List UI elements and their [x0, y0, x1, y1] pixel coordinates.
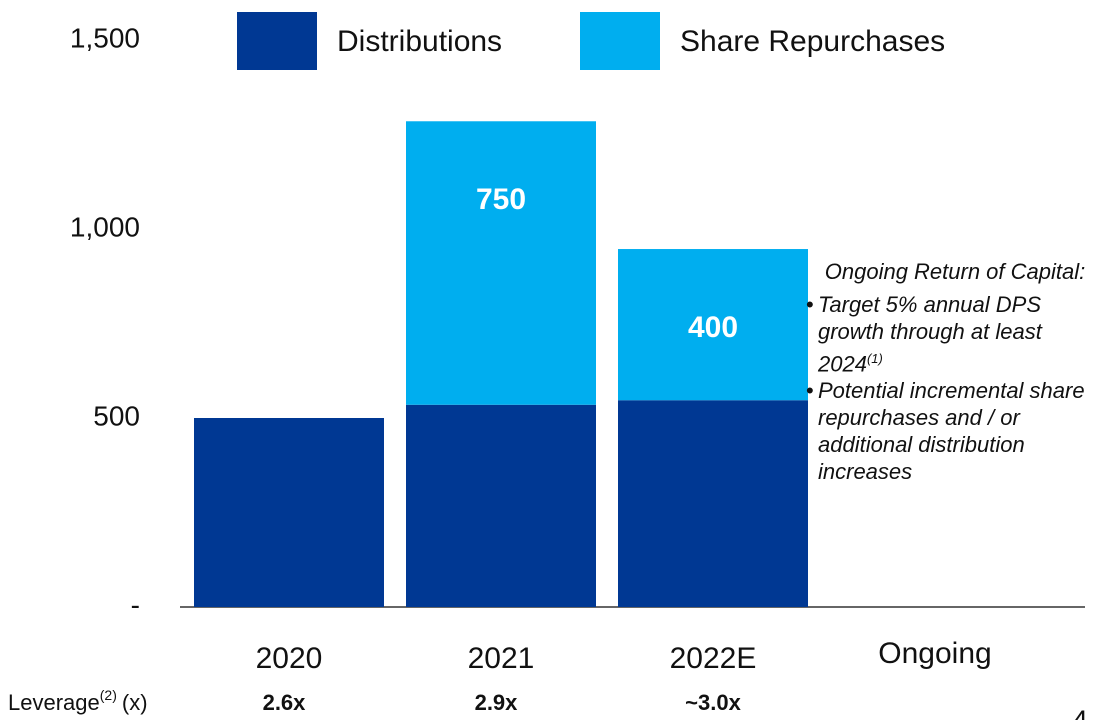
- legend-swatch: [580, 12, 660, 70]
- leverage-value: ~3.0x: [685, 690, 741, 715]
- data-label: 750: [476, 183, 526, 216]
- x-tick-label: 2021: [468, 642, 535, 675]
- bullet-text: Potential incremental share repurchases …: [818, 378, 1085, 485]
- y-tick-label: -: [131, 589, 140, 620]
- bullet-sup: (1): [866, 351, 883, 366]
- leverage-sup: (2): [100, 687, 117, 703]
- legend-label: Share Repurchases: [680, 25, 945, 58]
- leverage-unit: (x): [122, 690, 148, 715]
- leverage-text: Leverage: [8, 690, 100, 715]
- y-tick-label: 500: [93, 400, 140, 431]
- annotation: Ongoing Return of Capital: Target 5% ann…: [800, 258, 1090, 485]
- leverage-label: Leverage(2) (x): [8, 687, 148, 715]
- bar-segment: [194, 418, 384, 607]
- bar-segment: [618, 249, 808, 401]
- annotation-title: Ongoing Return of Capital:: [824, 259, 1086, 284]
- y-tick-label: 1,000: [70, 211, 140, 242]
- y-tick-label: 1,500: [70, 22, 140, 53]
- x-tick-label: 2020: [256, 642, 323, 675]
- bar-segment: [406, 404, 596, 607]
- bar-segment: [618, 400, 808, 607]
- x-tick-label: 2022E: [670, 642, 757, 675]
- data-label: 400: [688, 311, 738, 344]
- legend-label: Distributions: [337, 25, 502, 58]
- annotation-list: Target 5% annual DPS growth through at l…: [800, 291, 1090, 485]
- leverage-value: 2.6x: [263, 690, 307, 715]
- page-number: 4: [1072, 704, 1088, 720]
- annotation-bullet: Potential incremental share repurchases …: [806, 377, 1090, 485]
- legend-swatch: [237, 12, 317, 70]
- x-tick-label: Ongoing: [878, 637, 991, 670]
- bar-segment: [406, 121, 596, 405]
- bullet-text: Target 5% annual DPS growth through at l…: [818, 292, 1042, 377]
- annotation-bullet: Target 5% annual DPS growth through at l…: [806, 291, 1090, 377]
- leverage-value: 2.9x: [475, 690, 519, 715]
